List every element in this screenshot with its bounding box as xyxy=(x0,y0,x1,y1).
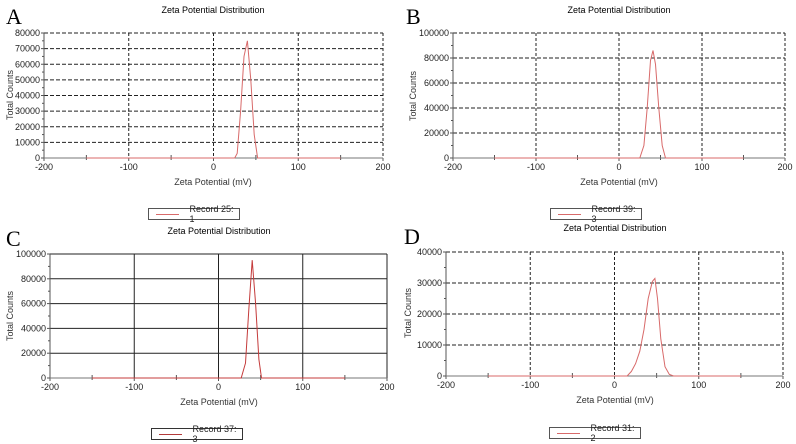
y-tick-label: 10000 xyxy=(417,340,442,350)
y-tick-label: 10000 xyxy=(15,137,40,147)
panel-letter: D xyxy=(404,224,420,249)
legend-swatch xyxy=(156,213,180,215)
y-tick-label: 80000 xyxy=(15,28,40,38)
chart-title: Zeta Potential Distribution xyxy=(161,5,265,15)
y-tick-label: 80000 xyxy=(21,274,46,284)
y-tick-label: 100000 xyxy=(419,28,449,38)
y-tick-label: 0 xyxy=(41,373,46,383)
x-tick-label: 100 xyxy=(291,162,306,172)
x-tick-label: 200 xyxy=(777,162,792,172)
legend-swatch xyxy=(557,432,581,434)
series-line xyxy=(86,40,341,159)
x-tick-label: -100 xyxy=(120,162,138,172)
panel-letter: B xyxy=(406,4,421,29)
x-tick-label: 200 xyxy=(379,382,394,392)
x-tick-label: -100 xyxy=(125,382,143,392)
x-tick-label: 100 xyxy=(295,382,310,392)
y-tick-label: 20000 xyxy=(15,122,40,132)
x-tick-label: 200 xyxy=(775,380,790,390)
legend: Record 25: 1 xyxy=(148,204,240,224)
x-tick-label: -200 xyxy=(35,162,53,172)
x-tick-label: -200 xyxy=(444,162,462,172)
x-tick-label: -100 xyxy=(527,162,545,172)
legend-swatch xyxy=(159,433,183,435)
x-tick-label: -200 xyxy=(41,382,59,392)
series-line xyxy=(92,260,345,379)
x-tick-label: 0 xyxy=(612,380,617,390)
y-tick-label: 0 xyxy=(35,153,40,163)
y-tick-label: 40000 xyxy=(424,103,449,113)
panel-letter: C xyxy=(6,226,21,251)
x-tick-label: 200 xyxy=(375,162,390,172)
y-tick-label: 60000 xyxy=(21,299,46,309)
x-tick-label: -100 xyxy=(521,380,539,390)
series-line xyxy=(488,277,741,377)
x-axis-label: Zeta Potential (mV) xyxy=(580,177,658,187)
y-tick-label: 60000 xyxy=(15,59,40,69)
x-axis-label: Zeta Potential (mV) xyxy=(180,397,258,407)
legend: Record 31: 2 xyxy=(549,423,641,443)
legend-label: Record 31: 2 xyxy=(590,423,635,443)
y-tick-label: 100000 xyxy=(16,249,46,259)
x-tick-label: 0 xyxy=(216,382,221,392)
legend-label: Record 37: 3 xyxy=(192,424,237,444)
legend-label: Record 25: 1 xyxy=(189,204,234,224)
y-tick-label: 40000 xyxy=(417,247,442,257)
legend: Record 39: 3 xyxy=(550,204,642,224)
series-line xyxy=(494,50,744,159)
y-tick-label: 0 xyxy=(437,371,442,381)
panel-letter: A xyxy=(6,4,22,29)
y-tick-label: 70000 xyxy=(15,44,40,54)
chart-title: Zeta Potential Distribution xyxy=(563,223,667,233)
chart-title: Zeta Potential Distribution xyxy=(567,5,671,15)
y-tick-label: 30000 xyxy=(15,106,40,116)
y-tick-label: 20000 xyxy=(417,309,442,319)
legend: Record 37: 3 xyxy=(151,424,243,444)
legend-swatch xyxy=(558,213,582,215)
y-tick-label: 20000 xyxy=(21,348,46,358)
x-tick-label: 100 xyxy=(691,380,706,390)
y-tick-label: 0 xyxy=(444,153,449,163)
x-tick-label: 0 xyxy=(211,162,216,172)
x-tick-label: 100 xyxy=(694,162,709,172)
y-tick-label: 80000 xyxy=(424,53,449,63)
y-tick-label: 30000 xyxy=(417,278,442,288)
x-tick-label: -200 xyxy=(437,380,455,390)
legend-label: Record 39: 3 xyxy=(591,204,636,224)
chart-title: Zeta Potential Distribution xyxy=(167,226,271,236)
y-tick-label: 50000 xyxy=(15,75,40,85)
x-axis-label: Zeta Potential (mV) xyxy=(576,395,654,405)
x-tick-label: 0 xyxy=(616,162,621,172)
y-tick-label: 40000 xyxy=(15,91,40,101)
x-axis-label: Zeta Potential (mV) xyxy=(174,177,252,187)
y-tick-label: 60000 xyxy=(424,78,449,88)
y-tick-label: 20000 xyxy=(424,128,449,138)
y-tick-label: 40000 xyxy=(21,323,46,333)
